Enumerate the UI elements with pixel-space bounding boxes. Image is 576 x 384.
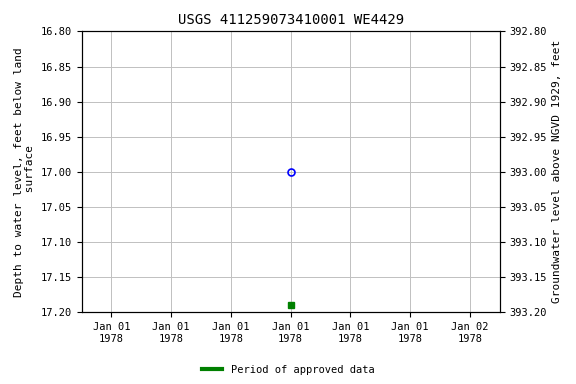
Y-axis label: Depth to water level, feet below land
 surface: Depth to water level, feet below land su… <box>13 47 35 297</box>
Title: USGS 411259073410001 WE4429: USGS 411259073410001 WE4429 <box>177 13 404 28</box>
Y-axis label: Groundwater level above NGVD 1929, feet: Groundwater level above NGVD 1929, feet <box>552 40 563 303</box>
Legend: Period of approved data: Period of approved data <box>198 361 378 379</box>
